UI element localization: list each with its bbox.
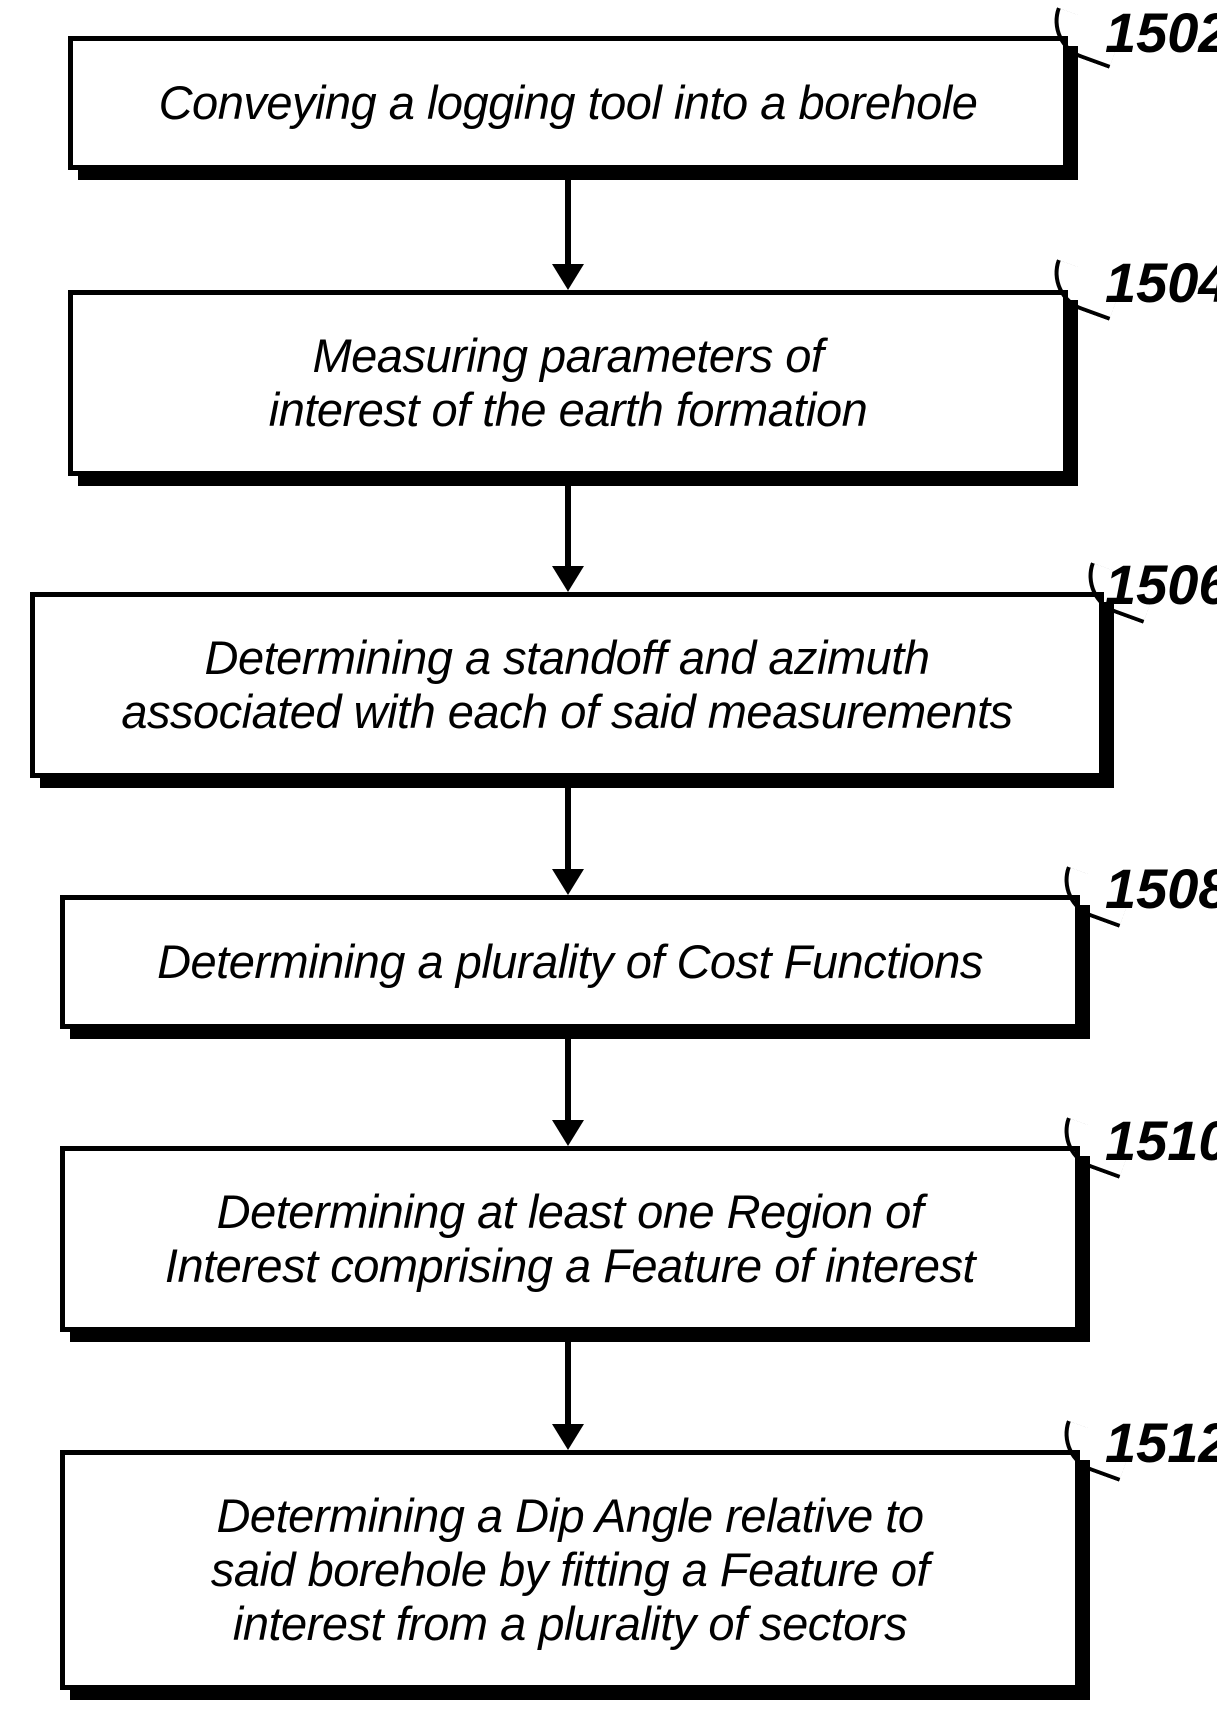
step-line-1: Determining a Dip Angle relative to [211, 1489, 929, 1543]
step-line-2: said borehole by fitting a Feature of [211, 1543, 929, 1597]
step-line-2: interest of the earth formation [269, 383, 867, 437]
step-text: Measuring parameters of interest of the … [269, 329, 867, 437]
box-shadow-bottom [70, 1029, 1090, 1039]
box-shadow-bottom [70, 1690, 1090, 1700]
ref-label-1512: 1512 [1105, 1410, 1217, 1475]
step-1510: Determining at least one Region of Inter… [60, 1146, 1080, 1332]
step-text: Determining a standoff and azimuth assoc… [121, 631, 1012, 739]
step-text: Conveying a logging tool into a borehole [159, 76, 978, 130]
step-box: Determining a standoff and azimuth assoc… [30, 592, 1104, 778]
arrow-1502-1504 [565, 180, 571, 264]
arrow-head-1502-1504 [552, 264, 584, 290]
step-1508: Determining a plurality of Cost Function… [60, 895, 1080, 1029]
step-line-3: interest from a plurality of sectors [211, 1597, 929, 1651]
step-line-1: Determining a standoff and azimuth [121, 631, 1012, 685]
ref-label-1508: 1508 [1105, 856, 1217, 921]
box-shadow-right [1080, 905, 1090, 1039]
ref-label-1510: 1510 [1105, 1108, 1217, 1173]
step-1512: Determining a Dip Angle relative to said… [60, 1450, 1080, 1690]
arrow-head-1506-1508 [552, 869, 584, 895]
box-shadow-bottom [78, 476, 1078, 486]
step-box: Determining at least one Region of Inter… [60, 1146, 1080, 1332]
step-text: Determining a Dip Angle relative to said… [211, 1489, 929, 1651]
ref-label-1502: 1502 [1105, 0, 1217, 65]
box-shadow-right [1080, 1156, 1090, 1342]
step-line-2: associated with each of said measurement… [121, 685, 1012, 739]
arrow-head-1510-1512 [552, 1424, 584, 1450]
step-text: Determining a plurality of Cost Function… [157, 935, 983, 989]
ref-label-1504: 1504 [1105, 250, 1217, 315]
step-box: Determining a Dip Angle relative to said… [60, 1450, 1080, 1690]
arrow-1508-1510 [565, 1039, 571, 1120]
arrow-1510-1512 [565, 1342, 571, 1424]
step-1502: Conveying a logging tool into a borehole [68, 36, 1068, 170]
arrow-1504-1506 [565, 486, 571, 566]
step-line-2: Interest comprising a Feature of interes… [165, 1239, 975, 1293]
step-1506: Determining a standoff and azimuth assoc… [30, 592, 1104, 778]
box-shadow-right [1068, 300, 1078, 486]
step-line-1: Measuring parameters of [269, 329, 867, 383]
arrow-head-1508-1510 [552, 1120, 584, 1146]
step-box: Determining a plurality of Cost Function… [60, 895, 1080, 1029]
flowchart-canvas: Conveying a logging tool into a borehole… [0, 0, 1217, 1728]
ref-label-1506: 1506 [1105, 552, 1217, 617]
box-shadow-right [1080, 1460, 1090, 1700]
step-1504: Measuring parameters of interest of the … [68, 290, 1068, 476]
box-shadow-bottom [40, 778, 1114, 788]
arrow-head-1504-1506 [552, 566, 584, 592]
box-shadow-right [1068, 46, 1078, 180]
step-text: Determining at least one Region of Inter… [165, 1185, 975, 1293]
arrow-1506-1508 [565, 788, 571, 869]
box-shadow-right [1104, 602, 1114, 788]
box-shadow-bottom [78, 170, 1078, 180]
step-box: Measuring parameters of interest of the … [68, 290, 1068, 476]
step-box: Conveying a logging tool into a borehole [68, 36, 1068, 170]
step-line-1: Determining at least one Region of [165, 1185, 975, 1239]
box-shadow-bottom [70, 1332, 1090, 1342]
